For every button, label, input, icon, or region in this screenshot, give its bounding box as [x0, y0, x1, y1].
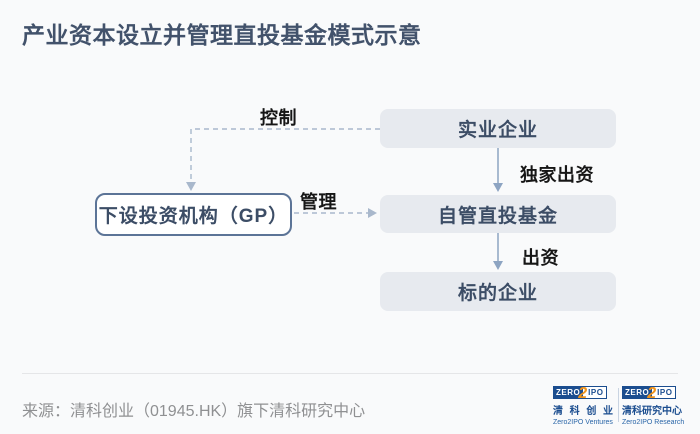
control-arrowhead-icon: [186, 182, 196, 191]
node-self-managed-fund: 自管直投基金: [380, 195, 616, 233]
zero2ipo-badge-icon: ZERO 2 IPO: [622, 385, 684, 402]
badge-zero-text: ZERO: [622, 386, 653, 399]
logo-ventures-en-label: Zero2IPO Ventures: [553, 419, 613, 426]
control-arrow-line: [190, 128, 380, 183]
edge-label-manage: 管理: [300, 192, 337, 212]
badge-two-text: 2: [578, 384, 588, 402]
badge-two-text: 2: [647, 384, 657, 402]
node-target-enterprise: 标的企业: [380, 272, 616, 311]
edge-label-sole-funding: 独家出资: [520, 165, 594, 185]
logo-zero2ipo-ventures: ZERO 2 IPO 清科创业 Zero2IPO Ventures: [553, 385, 615, 426]
logo-group: ZERO 2 IPO 清科创业 Zero2IPO Ventures ZERO 2…: [553, 385, 685, 426]
logo-ventures-cn-label: 清科创业: [553, 406, 613, 417]
zero2ipo-badge-icon: ZERO 2 IPO: [553, 385, 615, 402]
logo-research-en-label: Zero2IPO Research: [622, 419, 685, 426]
sole-funding-arrowhead-icon: [493, 183, 503, 192]
funding-arrowhead-icon: [493, 261, 503, 270]
node-industrial-enterprise: 实业企业: [380, 109, 616, 148]
edge-label-funding: 出资: [522, 248, 559, 268]
badge-zero-text: ZERO: [553, 386, 584, 399]
manage-arrowhead-icon: [368, 208, 377, 218]
edge-label-control: 控制: [260, 108, 297, 128]
badge-ipo-text: IPO: [651, 386, 677, 399]
logo-zero2ipo-research: ZERO 2 IPO 清科研究中心 Zero2IPO Research: [622, 385, 685, 426]
logo-divider: [618, 388, 619, 422]
badge-ipo-text: IPO: [582, 386, 608, 399]
node-investment-institution-gp: 下设投资机构（GP）: [95, 193, 292, 236]
logo-research-cn-label: 清科研究中心: [622, 406, 682, 417]
footer-divider: [22, 373, 678, 374]
source-text: 来源：清科创业（01945.HK）旗下清科研究中心: [22, 403, 366, 420]
page-title: 产业资本设立并管理直投基金模式示意: [22, 22, 422, 48]
